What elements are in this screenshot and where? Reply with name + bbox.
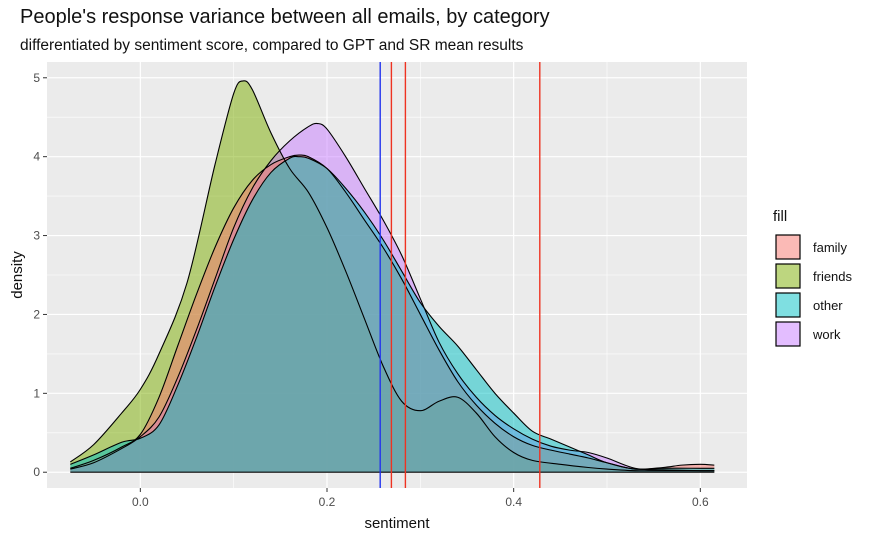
legend-label-family: family <box>813 240 847 255</box>
density-area-other <box>70 156 715 473</box>
x-tick-label: 0.6 <box>692 495 709 509</box>
y-axis-label: density <box>9 251 26 299</box>
density-outline-friends <box>70 80 715 472</box>
y-tick-label: 3 <box>33 229 40 243</box>
legend-swatch-work <box>775 321 801 347</box>
legend-label-work: work <box>812 327 841 342</box>
legend-label-friends: friends <box>813 269 853 284</box>
grid-lines <box>47 62 747 488</box>
y-axis: 0 1 2 3 4 5 <box>33 71 47 479</box>
legend-title: fill <box>773 208 787 225</box>
y-tick-label: 0 <box>33 465 40 479</box>
reference-lines <box>379 62 541 488</box>
x-axis: 0.0 0.2 0.4 0.6 <box>132 488 709 509</box>
legend-swatch-family <box>775 234 801 260</box>
chart-title: People's response variance between all e… <box>20 6 550 28</box>
y-tick-label: 1 <box>33 386 40 400</box>
legend-swatch-friends <box>775 263 801 289</box>
legend-swatch-other <box>775 292 801 318</box>
x-tick-label: 0.2 <box>319 495 336 509</box>
chart-subtitle: differentiated by sentiment score, compa… <box>20 37 524 54</box>
legend-label-other: other <box>813 298 843 313</box>
x-tick-label: 0.0 <box>132 495 149 509</box>
y-tick-label: 5 <box>33 71 40 85</box>
density-outline-other <box>70 155 715 470</box>
x-tick-label: 0.4 <box>505 495 522 509</box>
y-tick-label: 4 <box>33 150 40 164</box>
x-axis-label: sentiment <box>364 515 430 532</box>
density-areas <box>70 80 715 473</box>
legend: fill family friends other work <box>773 208 853 348</box>
density-outline-family <box>70 154 715 470</box>
y-tick-label: 2 <box>33 307 40 321</box>
